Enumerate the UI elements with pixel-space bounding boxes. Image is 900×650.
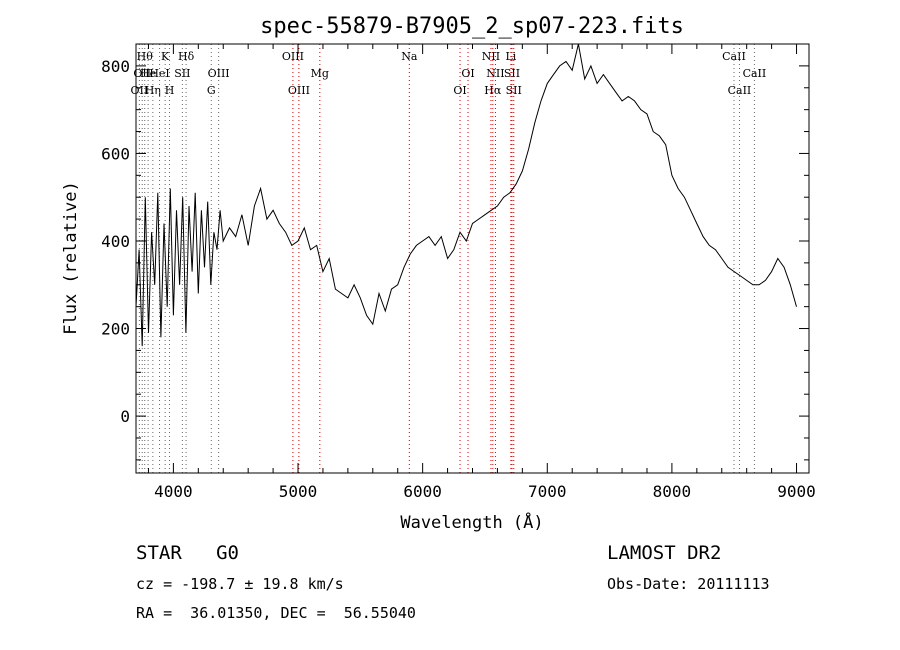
spectrum-chart: spec-55879-B7905_2_sp07-223.fits OIIOIIH…	[61, 14, 816, 533]
spectrum-series	[135, 43, 797, 347]
spectral-line-markers: OIIOIIHθHeHηHeIKHSIIHδGOIIIOIIIOIIIMgNaO…	[131, 44, 767, 473]
line-label: Hα	[484, 84, 502, 97]
line-label: K	[161, 50, 170, 63]
y-tick-label: 800	[101, 57, 130, 76]
x-tick-label: 6000	[403, 482, 442, 501]
y-tick-label: 0	[120, 407, 130, 426]
x-tick-label: 4000	[154, 482, 193, 501]
line-label: OI	[461, 67, 474, 80]
line-label: OII	[133, 67, 151, 80]
line-label: Hη	[145, 84, 161, 97]
line-label: NII	[482, 50, 500, 63]
line-label: SII	[506, 84, 522, 97]
line-label: OIII	[288, 84, 310, 97]
x-tick-label: 5000	[279, 482, 318, 501]
survey-name: LAMOST DR2	[607, 542, 722, 564]
spectral-class: STAR G0	[136, 542, 239, 564]
y-axis-label: Flux (relative)	[61, 181, 81, 335]
line-label: CaII	[722, 50, 746, 63]
line-label: CaII	[743, 67, 767, 80]
coordinates: RA = 36.01350, DEC = 56.55040	[136, 604, 416, 622]
axes: 4000 5000 6000 7000 8000 9000 0 200 400 600 800	[101, 43, 816, 501]
line-label: SII	[504, 67, 520, 80]
line-label: HeI	[149, 67, 169, 80]
line-label: Li	[505, 50, 516, 63]
redshift-velocity: cz = -198.7 ± 19.8 km/s	[136, 575, 344, 593]
line-label: SII	[174, 67, 190, 80]
x-tick-label: 7000	[528, 482, 567, 501]
plot-frame	[135, 43, 810, 474]
x-axis-label: Wavelength (Å)	[400, 511, 543, 533]
line-label: OIII	[282, 50, 304, 63]
line-label: OIII	[208, 67, 230, 80]
line-label: CaII	[728, 84, 752, 97]
y-tick-label: 400	[101, 232, 130, 251]
line-label: Mg	[311, 67, 329, 80]
line-label: H	[165, 84, 175, 97]
line-label: Na	[401, 50, 418, 63]
x-tick-label: 8000	[653, 482, 692, 501]
y-tick-label: 600	[101, 144, 130, 163]
line-label: OI	[453, 84, 466, 97]
chart-title: spec-55879-B7905_2_sp07-223.fits	[260, 14, 684, 39]
line-label: He	[140, 67, 156, 80]
line-label: G	[207, 84, 216, 97]
line-label: Hθ	[137, 50, 154, 63]
x-tick-label: 9000	[777, 482, 816, 501]
observation-date: Obs-Date: 20111113	[607, 575, 770, 593]
y-tick-label: 200	[101, 320, 130, 339]
spectrum-line	[135, 43, 797, 347]
line-label: Hδ	[178, 50, 195, 63]
line-label: OII	[131, 84, 149, 97]
line-label: NII	[486, 67, 504, 80]
